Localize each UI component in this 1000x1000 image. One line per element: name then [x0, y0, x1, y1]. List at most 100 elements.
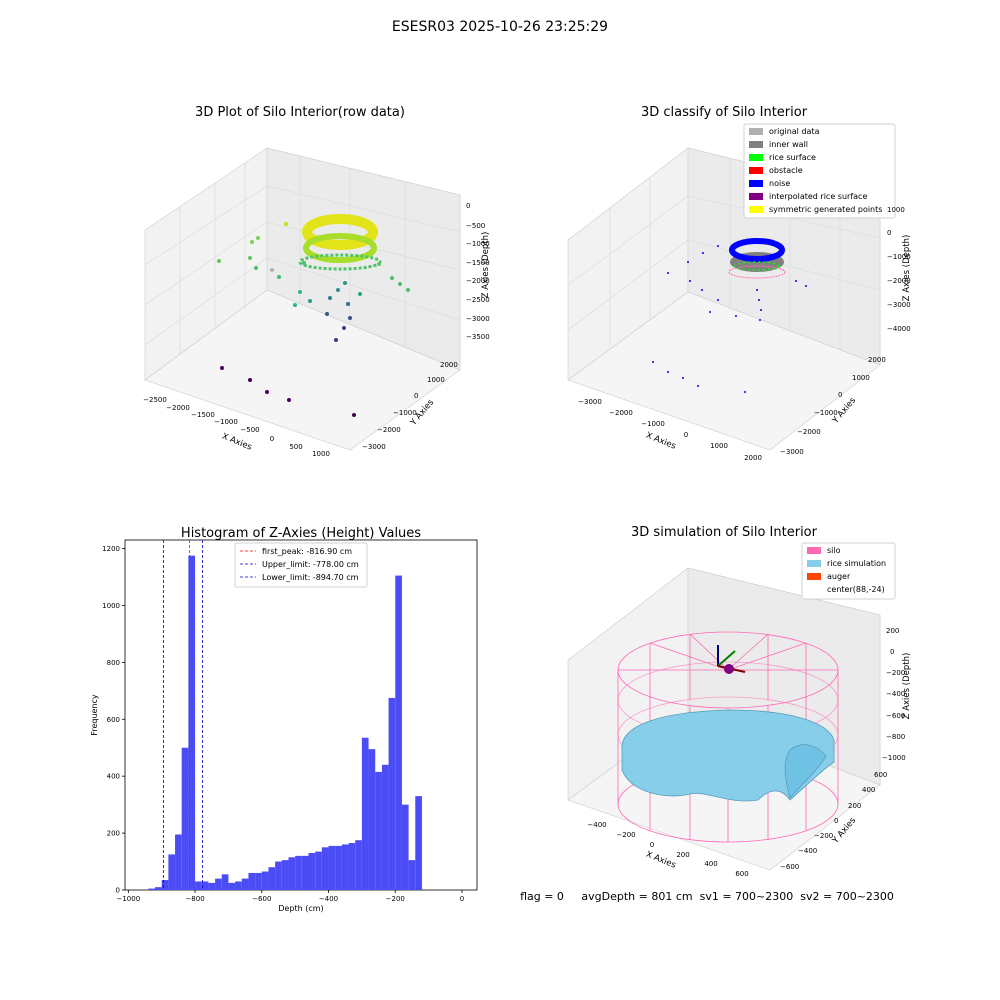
histogram-bar [401, 804, 409, 890]
histogram-bar [408, 860, 416, 890]
histogram-bar [281, 860, 289, 890]
classify-noise-point [667, 272, 669, 274]
raw-point [325, 312, 329, 316]
classify-y-tick: 1000 [852, 374, 870, 382]
classify-noise-point [702, 252, 704, 254]
sim-y-ticks: 600 400 200 0 −200 −400 −600 [780, 771, 887, 871]
raw-point [248, 378, 252, 382]
histogram-bar [215, 878, 222, 890]
histogram-y-tick: 0 [116, 887, 120, 895]
raw-z-tick: −1500 [466, 259, 490, 267]
histogram-legend-items: first_peak: -816.90 cm Upper_limit: -778.… [240, 547, 359, 582]
raw-point [334, 338, 338, 342]
histogram-bar [181, 747, 189, 890]
sim-y-tick: 400 [862, 786, 875, 794]
classify-noise-point [697, 385, 699, 387]
raw-point [250, 240, 254, 244]
classify-z-ticks: 1000 0 −1000 −2000 −3000 −4000 [887, 206, 911, 333]
raw-points-ring-base [298, 253, 382, 271]
sim-z-label: Z Axies (Depth) [902, 653, 912, 720]
raw-points [217, 214, 410, 417]
panel-raw-title: 3D Plot of Silo Interior(row data) [195, 105, 405, 120]
raw-z-tick: −2500 [466, 296, 490, 304]
raw-point [308, 299, 312, 303]
raw-x-ticks: −2500 −2000 −1500 −1000 −500 0 500 1000 [143, 396, 330, 458]
raw-y-tick: −1000 [393, 409, 417, 417]
classify-noise-point [805, 285, 807, 287]
classify-z-tick: −3000 [887, 301, 911, 309]
raw-point [254, 266, 258, 270]
histogram-bar [221, 874, 229, 890]
raw-z-ticks: 0 −500 −1000 −1500 −2000 −2500 −3000 −35… [466, 202, 490, 341]
histogram-legend-frame [234, 542, 368, 588]
histogram-legend-label: Lower_limit: -894.70 cm [262, 573, 359, 582]
raw-point [270, 268, 274, 272]
histogram-vlines [163, 540, 203, 890]
histogram-bar [168, 854, 176, 890]
sim-y-tick: −200 [814, 832, 833, 840]
sim-z-tick: −400 [886, 690, 905, 698]
legend-swatch [749, 180, 763, 187]
histogram-x-tick: −600 [252, 895, 271, 903]
raw-point [348, 316, 352, 320]
raw-x-tick: 0 [270, 435, 274, 443]
histogram-bar [148, 888, 156, 890]
histogram-bar [175, 834, 182, 890]
histogram-bar [241, 878, 249, 890]
sim-legend-frame [801, 542, 896, 600]
histogram-y-tick: 800 [107, 659, 120, 667]
legend-label: original data [769, 127, 820, 136]
classify-noise-point [667, 371, 669, 373]
legend-label: rice surface [769, 153, 816, 162]
classify-x-tick: −2000 [609, 409, 633, 417]
histogram-bars [148, 555, 422, 890]
status-line: flag = 0 avgDepth = 801 cm sv1 = 700~230… [520, 890, 894, 903]
raw-y-tick: 1000 [427, 376, 445, 384]
histogram-y-ticks: 0 200 400 600 800 1000 1200 [102, 545, 125, 895]
legend-label: interpolated rice surface [769, 192, 867, 201]
panel-classify-title: 3D classify of Silo Interior [641, 105, 808, 120]
classify-x-tick: 2000 [744, 454, 762, 462]
histogram-y-tick: 1000 [102, 602, 120, 610]
classify-noise-point [709, 311, 711, 313]
sim-y-tick: −400 [798, 847, 817, 855]
raw-y-tick: −2000 [377, 426, 401, 434]
histogram-y-tick: 600 [107, 716, 120, 724]
classify-rice [734, 261, 780, 271]
histogram-bar [195, 881, 202, 890]
histogram-y-tick: 200 [107, 830, 120, 838]
raw-points-ring [302, 214, 378, 250]
histogram-bar [341, 844, 349, 890]
classify-pane-floor [567, 291, 881, 451]
histogram-bar [275, 861, 282, 890]
sim-auger [717, 645, 746, 674]
histogram-bar [375, 771, 382, 890]
classify-y-tick: −2000 [797, 428, 821, 436]
classify-legend-items: original data inner wall rice surface obsta… [749, 127, 882, 214]
raw-point [283, 221, 289, 227]
classify-noise-point [760, 309, 762, 311]
classify-noise-point [756, 289, 758, 291]
histogram-bar [255, 872, 262, 890]
legend-swatch [807, 586, 821, 593]
legend-swatch [807, 560, 821, 567]
sim-z-tick: −200 [886, 669, 905, 677]
sim-x-tick: −400 [587, 821, 606, 829]
classify-z-label: Z Axies (Depth) [902, 235, 912, 302]
classify-y-tick: −1000 [814, 409, 838, 417]
raw-point [342, 326, 346, 330]
sim-y-tick: −600 [780, 863, 799, 871]
raw-z-tick: −3500 [466, 333, 490, 341]
histogram-bar [361, 737, 369, 890]
legend-label: obstacle [769, 166, 803, 175]
histogram-title: Histogram of Z-Axies (Height) Values [181, 526, 421, 541]
histogram-y-tick: 400 [107, 773, 120, 781]
classify-y-ticks: 2000 1000 0 −1000 −2000 −3000 [780, 356, 886, 456]
histogram-bar [395, 575, 402, 890]
classify-z-tick: −4000 [887, 325, 911, 333]
histogram-bar [161, 880, 169, 890]
sim-z-tick: −600 [886, 712, 905, 720]
sim-legend-items: silo rice simulation auger center(88,-24) [807, 546, 886, 594]
legend-swatch [807, 573, 821, 580]
